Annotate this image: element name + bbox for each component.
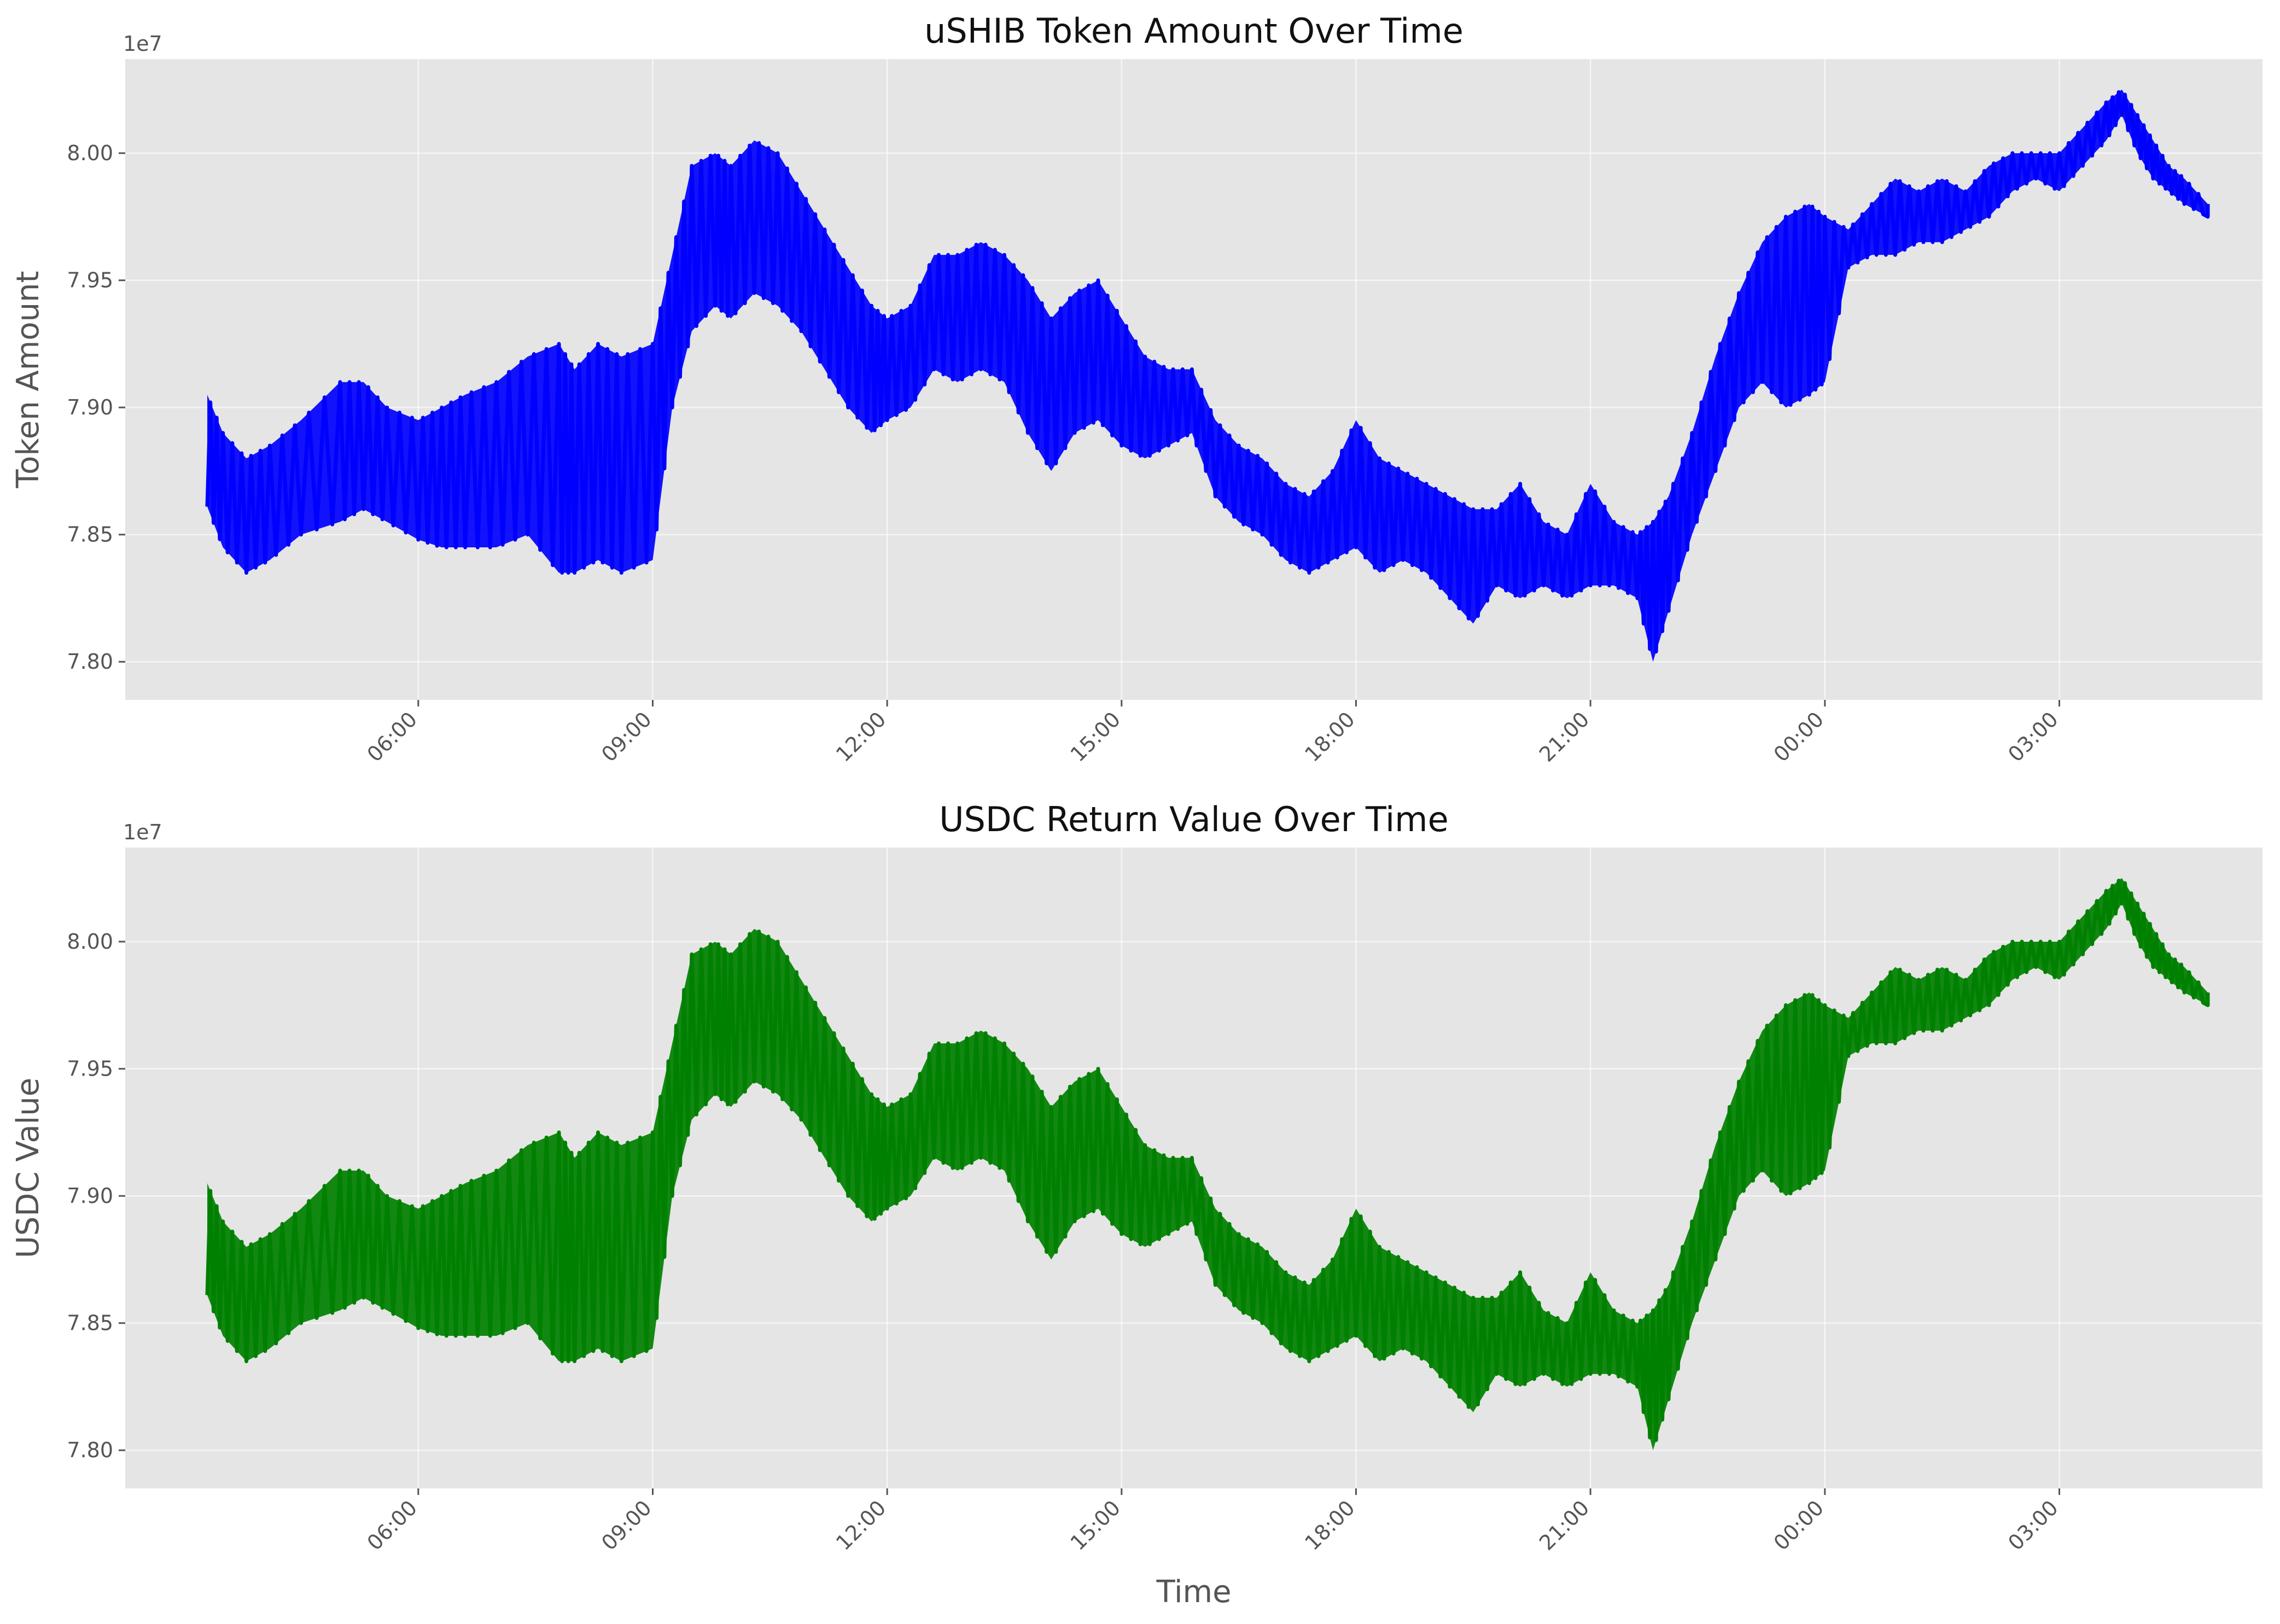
y-tick-label: 7.95 — [67, 1057, 113, 1081]
x-tick-label: 00:00 — [1769, 1496, 1829, 1555]
x-tick-label: 09:00 — [597, 707, 656, 767]
x-tick-label: 06:00 — [363, 1496, 422, 1555]
y-tick-label: 7.95 — [67, 268, 113, 293]
chart-title-usdc: USDC Return Value Over Time — [939, 799, 1448, 839]
series-line — [205, 879, 2210, 1442]
x-tick-label: 21:00 — [1535, 707, 1594, 767]
y-tick-label: 7.90 — [67, 1184, 113, 1208]
y-tick-label: 7.90 — [67, 395, 113, 419]
usdc-value-panel: 7.80 7.85 7.90 7.95 8.00 06:00 09:00 12:00 15:00… — [10, 799, 2262, 1610]
x-tick-label: 03:00 — [2003, 1496, 2063, 1555]
token-amount-panel: 7.80 7.85 7.90 7.95 8.00 06:00 09:00 12:00 15:00… — [10, 11, 2262, 767]
y-offset-label-token: 1e7 — [123, 32, 162, 56]
x-tick-label: 12:00 — [831, 707, 891, 767]
series-token — [205, 89, 2210, 662]
x-axis-label-usdc: Time — [1156, 1574, 1231, 1610]
x-tick-label: 15:00 — [1066, 1496, 1126, 1555]
x-tick-label: 06:00 — [363, 707, 422, 767]
chart-title-token: uSHIB Token Amount Over Time — [924, 11, 1463, 51]
series-usdc — [205, 878, 2210, 1451]
y-offset-label-usdc: 1e7 — [123, 820, 162, 844]
y-axis-label-usdc: USDC Value — [10, 1078, 46, 1258]
y-axis-label-token: Token Amount — [10, 271, 46, 488]
y-tick-label: 8.00 — [67, 930, 113, 954]
x-tick-label: 00:00 — [1769, 707, 1829, 767]
y-tick-label: 7.85 — [67, 523, 113, 547]
x-tick-label: 09:00 — [597, 1496, 656, 1555]
y-tick-label: 7.85 — [67, 1311, 113, 1335]
x-tick-label: 15:00 — [1066, 707, 1126, 767]
y-tick-label: 7.80 — [67, 650, 113, 674]
series-line — [205, 90, 2210, 654]
x-tick-label: 12:00 — [831, 1496, 891, 1555]
y-tick-label: 7.80 — [67, 1438, 113, 1462]
x-tick-label: 03:00 — [2003, 707, 2063, 767]
x-tick-label: 18:00 — [1300, 707, 1360, 767]
x-tick-label: 18:00 — [1300, 1496, 1360, 1555]
y-tick-label: 8.00 — [67, 141, 113, 165]
x-tick-label: 21:00 — [1535, 1496, 1594, 1555]
